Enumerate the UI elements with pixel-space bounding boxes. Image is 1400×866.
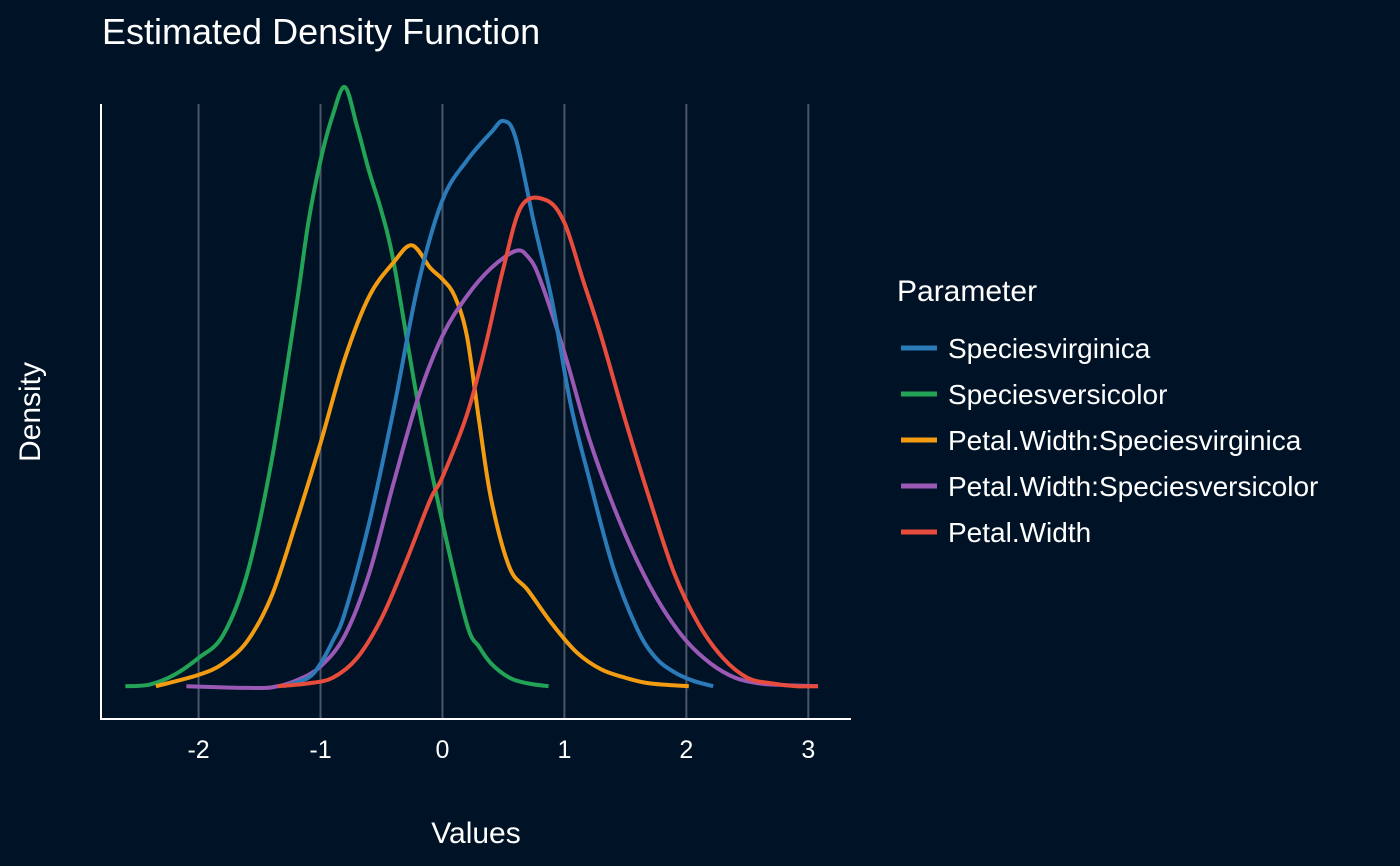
x-axis-ticks: -2 -1 0 1 2 3 [187, 736, 815, 764]
density-line-petal-width [277, 195, 819, 689]
y-axis-title: Density [14, 362, 47, 462]
legend-label: Petal.Width:Speciesvirginica [948, 425, 1302, 456]
legend-item: Speciesversicolor [901, 379, 1167, 410]
x-tick-label: 0 [436, 736, 450, 764]
density-line-petal-width-speciesvirginica [155, 243, 689, 689]
x-tick-label: -1 [309, 736, 331, 764]
legend-label: Petal.Width [948, 517, 1091, 548]
gridlines [197, 104, 810, 719]
x-tick-label: 3 [801, 736, 815, 764]
density-line-speciesversicolor [125, 85, 549, 689]
legend-item: Petal.Width:Speciesversicolor [901, 471, 1318, 502]
x-tick-label: 1 [557, 736, 571, 764]
chart-title: Estimated Density Function [102, 11, 540, 52]
legend-item: Speciesvirginica [901, 333, 1151, 364]
x-tick-label: -2 [187, 736, 209, 764]
legend-title: Parameter [897, 275, 1037, 308]
legend: Speciesvirginica Speciesversicolor Petal.W… [901, 333, 1318, 548]
x-tick-label: 2 [679, 736, 693, 764]
legend-item: Petal.Width:Speciesvirginica [901, 425, 1302, 456]
legend-label: Petal.Width:Speciesversicolor [948, 471, 1318, 502]
legend-label: Speciesversicolor [948, 379, 1167, 410]
legend-item: Petal.Width [901, 517, 1091, 548]
density-line-speciesvirginica [283, 118, 714, 689]
density-line-petal-width-speciesversicolor [186, 248, 819, 691]
legend-label: Speciesvirginica [948, 333, 1151, 364]
x-axis-title: Values [431, 817, 521, 850]
series-lines [125, 85, 819, 691]
